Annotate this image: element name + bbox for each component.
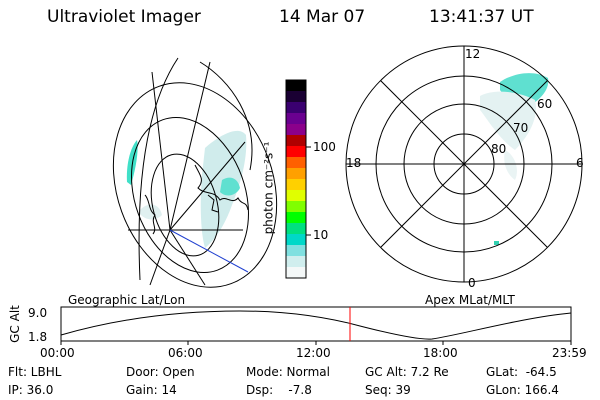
mlt-label-bottom: 0	[468, 276, 476, 290]
x-tick-1: 06:00	[168, 346, 203, 360]
colorbar-segment	[286, 212, 306, 224]
colorbar-segment	[286, 80, 306, 92]
status-gcalt: GC Alt: 7.2 Re	[365, 365, 449, 379]
colorbar-tick-100: 100	[313, 140, 336, 154]
status-glat: GLat: -64.5	[486, 365, 557, 379]
colorbar-segment	[286, 157, 306, 169]
status-gain: Gain: 14	[126, 383, 177, 397]
mlt-label-right: 6	[576, 156, 584, 170]
polar-plot	[345, 45, 583, 283]
x-tick-0: 00:00	[40, 346, 75, 360]
status-mode: Mode: Normal	[246, 365, 330, 379]
colorbar-segment	[286, 124, 306, 136]
gc-alt-axis-label: GC Alt	[7, 305, 22, 343]
colorbar	[285, 79, 307, 279]
status-flt: Flt: LBHL	[8, 365, 62, 379]
colorbar-segment	[286, 146, 306, 158]
mlt-label-top: 12	[465, 47, 481, 61]
altitude-plot	[60, 306, 572, 345]
apex-title: Apex MLat/MLT	[425, 293, 515, 307]
x-tick-2: 12:00	[296, 346, 331, 360]
date-label: 14 Mar 07	[279, 7, 366, 27]
lat-label-70: 70	[513, 121, 529, 135]
mlt-label-left: 18	[346, 156, 362, 170]
colorbar-segment	[286, 179, 306, 191]
colorbar-tick-10: 10	[313, 228, 329, 242]
geographic-title: Geographic Lat/Lon	[68, 293, 186, 307]
colorbar-segment	[286, 190, 306, 202]
colorbar-segment	[286, 91, 306, 103]
colorbar-border	[285, 79, 307, 279]
time-label: 13:41:37 UT	[429, 7, 534, 27]
colorbar-segment	[286, 256, 306, 268]
geographic-map	[112, 57, 278, 288]
lat-label-60: 60	[537, 97, 553, 111]
colorbar-segment	[286, 201, 306, 213]
status-dsp: Dsp: -7.8	[246, 383, 312, 397]
altitude-curve	[60, 310, 572, 340]
status-door: Door: Open	[126, 365, 195, 379]
colorbar-segment	[286, 223, 306, 235]
colorbar-segment	[286, 102, 306, 114]
colorbar-segment	[286, 168, 306, 180]
colorbar-unit-label: photon cm⁻²s⁻¹	[261, 141, 276, 235]
status-ip: IP: 36.0	[8, 383, 54, 397]
colorbar-segment	[286, 267, 306, 279]
colorbar-segment	[286, 135, 306, 147]
y-max-label: 9.0	[28, 306, 48, 320]
x-tick-3: 18:00	[423, 346, 458, 360]
instrument-title: Ultraviolet Imager	[47, 7, 201, 27]
status-glon: GLon: 166.4	[486, 383, 559, 397]
lat-label-80: 80	[491, 142, 507, 156]
colorbar-segment	[286, 113, 306, 125]
x-tick-4: 23:59	[552, 346, 587, 360]
colorbar-segment	[286, 234, 306, 246]
colorbar-segment	[286, 245, 306, 257]
colorbar-ticks	[306, 146, 311, 236]
status-seq: Seq: 39	[365, 383, 411, 397]
y-min-label: 1.8	[28, 330, 48, 344]
